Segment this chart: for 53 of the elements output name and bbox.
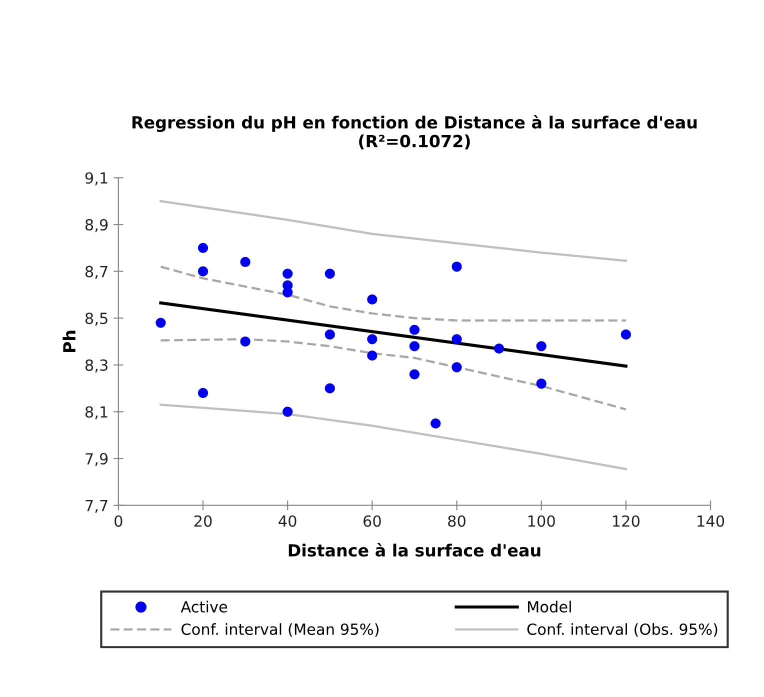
y-tick-label: 8,5 bbox=[85, 312, 108, 326]
y-tick-label: 8,1 bbox=[85, 406, 108, 420]
point bbox=[282, 268, 293, 279]
x-tick-label: 0 bbox=[114, 515, 122, 527]
x-tick-label: 120 bbox=[613, 515, 640, 527]
legend-label: Model bbox=[528, 600, 571, 613]
point bbox=[240, 336, 250, 347]
chart-title: Regression du pH en fonction de Distance à la surface d'eau (R²=0.1072) bbox=[132, 115, 697, 150]
point bbox=[367, 334, 378, 344]
point bbox=[452, 262, 462, 272]
point bbox=[282, 287, 293, 298]
y-tick-label: 7,7 bbox=[86, 500, 108, 513]
legend-label: Active bbox=[180, 600, 228, 613]
point bbox=[282, 406, 293, 417]
point bbox=[409, 369, 420, 380]
point bbox=[156, 318, 166, 328]
x-tick-label: 40 bbox=[278, 515, 296, 527]
x-tick-label: 60 bbox=[364, 515, 381, 527]
y-tick-label: 7,9 bbox=[86, 452, 108, 466]
line-series bbox=[160, 200, 628, 262]
legend-label: Conf. interval (Mean 95%) bbox=[182, 623, 379, 637]
line-series bbox=[160, 338, 628, 410]
point bbox=[198, 242, 208, 254]
x-tick-label: 20 bbox=[194, 515, 212, 527]
point bbox=[536, 341, 546, 352]
point bbox=[409, 341, 420, 352]
point bbox=[324, 329, 335, 340]
x-tick-label: 100 bbox=[528, 515, 555, 527]
point bbox=[367, 350, 378, 361]
point bbox=[324, 268, 335, 279]
point bbox=[430, 418, 441, 429]
point bbox=[367, 294, 378, 304]
line-series bbox=[160, 404, 628, 470]
point bbox=[494, 343, 504, 354]
y-tick-label: 8,7 bbox=[85, 266, 108, 279]
point bbox=[452, 362, 462, 372]
legend-label: Conf. interval (Obs. 95%) bbox=[527, 623, 718, 637]
y-tick-label: 8,9 bbox=[85, 219, 108, 232]
x-axis-title: Distance à la surface d'eau bbox=[288, 543, 540, 557]
x-tick-label: 140 bbox=[698, 515, 724, 527]
x-tick-label: 80 bbox=[448, 515, 466, 527]
point bbox=[198, 388, 208, 398]
point bbox=[409, 324, 420, 335]
point bbox=[452, 334, 462, 344]
point bbox=[240, 256, 250, 268]
point bbox=[324, 383, 335, 394]
line-series bbox=[160, 266, 628, 322]
point bbox=[536, 378, 546, 389]
point bbox=[620, 329, 632, 340]
y-tick-label: 8,3 bbox=[85, 359, 108, 373]
y-tick-label: 9,1 bbox=[85, 172, 108, 186]
point bbox=[198, 266, 208, 276]
y-axis-title: Ph bbox=[62, 330, 76, 352]
